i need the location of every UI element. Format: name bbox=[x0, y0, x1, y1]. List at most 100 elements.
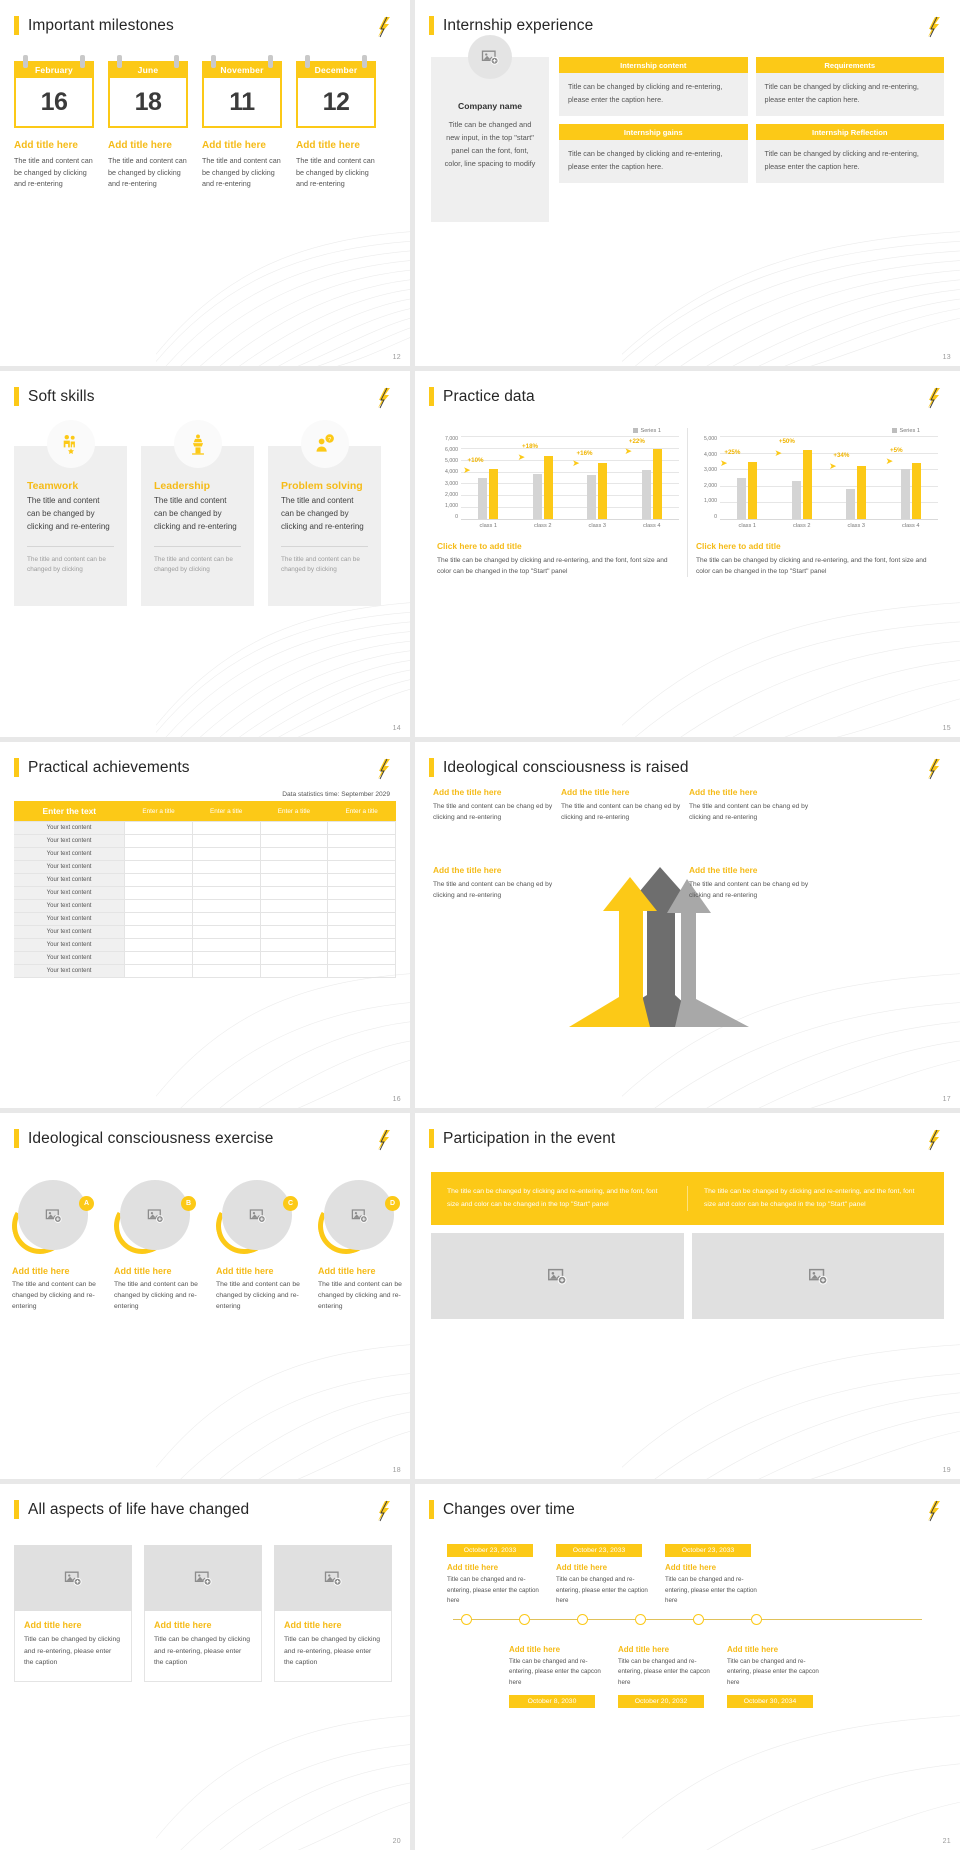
table-cell[interactable] bbox=[327, 938, 396, 952]
chart-right[interactable]: Series 1 5,000 4,000 3,000 2,000 1,000 0 bbox=[687, 428, 946, 578]
table-cell[interactable] bbox=[259, 899, 329, 913]
table-row[interactable]: Your text content bbox=[14, 834, 396, 848]
table-cell[interactable] bbox=[191, 951, 261, 965]
table-row[interactable]: Your text content bbox=[14, 964, 396, 978]
image-placeholder-icon[interactable] bbox=[324, 1180, 394, 1250]
consciousness-cell[interactable]: Add the title here The title and content… bbox=[433, 787, 563, 823]
milestone-item[interactable]: December 12 Add title here The title and… bbox=[296, 55, 376, 190]
life-item[interactable]: Add title here Title can be changed by c… bbox=[274, 1545, 392, 1683]
consciousness-cell[interactable]: Add the title here The title and content… bbox=[433, 865, 563, 901]
table-row[interactable]: Your text content bbox=[14, 860, 396, 874]
consciousness-cell[interactable]: Add the title here The title and content… bbox=[561, 787, 691, 823]
table-cell[interactable] bbox=[259, 860, 329, 874]
timeline-item[interactable]: October 23, 2033 Add title here Title ca… bbox=[665, 1539, 760, 1607]
milestone-item[interactable]: February 16 Add title here The title and… bbox=[14, 55, 94, 190]
circle-item[interactable]: B Add title here The title and content c… bbox=[107, 1180, 202, 1313]
image-placeholder-icon[interactable] bbox=[431, 1233, 684, 1320]
timeline-node[interactable] bbox=[693, 1613, 704, 1625]
achievements-table[interactable]: Enter the text Enter a title Enter a tit… bbox=[14, 801, 396, 978]
image-placeholder-icon[interactable] bbox=[18, 1180, 88, 1250]
circle-item[interactable]: A Add title here The title and content c… bbox=[5, 1180, 100, 1313]
table-row[interactable]: Your text content bbox=[14, 899, 396, 913]
consciousness-cell[interactable]: Add the title here The title and content… bbox=[689, 865, 819, 901]
table-cell[interactable] bbox=[191, 821, 261, 835]
table-cell[interactable] bbox=[191, 860, 261, 874]
image-placeholder-icon[interactable] bbox=[691, 1233, 944, 1320]
table-cell[interactable] bbox=[259, 964, 329, 978]
table-cell[interactable] bbox=[327, 821, 396, 835]
internship-card[interactable]: Internship gains Title can be changed by… bbox=[559, 124, 748, 184]
table-cell[interactable] bbox=[124, 964, 193, 978]
circle-item[interactable]: D Add title here The title and content c… bbox=[311, 1180, 406, 1313]
image-placeholder-icon[interactable] bbox=[222, 1180, 292, 1250]
timeline-node[interactable] bbox=[751, 1613, 762, 1625]
table-cell[interactable] bbox=[124, 821, 193, 835]
slide-soft-skills[interactable]: Soft skills Teamwork The title and conte… bbox=[0, 371, 410, 737]
table-cell[interactable] bbox=[259, 938, 329, 952]
table-cell[interactable] bbox=[191, 834, 261, 848]
chart-left[interactable]: Series 1 7,000 6,000 5,000 4,000 3,000 2… bbox=[429, 428, 687, 577]
table-cell[interactable] bbox=[327, 847, 396, 861]
image-placeholder-icon[interactable] bbox=[14, 1545, 132, 1611]
table-row[interactable]: Your text content bbox=[14, 912, 396, 926]
table-cell[interactable] bbox=[259, 847, 329, 861]
table-row[interactable]: Your text content bbox=[14, 821, 396, 835]
table-cell[interactable] bbox=[259, 873, 329, 887]
slide-all-aspects-of-life[interactable]: All aspects of life have changed Add tit… bbox=[0, 1484, 410, 1850]
slide-important-milestones[interactable]: Important milestones February 16 Add tit… bbox=[0, 0, 410, 366]
table-row[interactable]: Your text content bbox=[14, 938, 396, 952]
slide-participation-in-the-event[interactable]: Participation in the event The title can… bbox=[415, 1113, 960, 1479]
slide-practical-achievements[interactable]: Practical achievements Data statistics t… bbox=[0, 742, 410, 1108]
skill-card[interactable]: Leadership The title and content can be … bbox=[141, 420, 254, 606]
table-cell[interactable] bbox=[327, 886, 396, 900]
table-cell[interactable] bbox=[191, 899, 261, 913]
event-banner[interactable]: The title can be changed by clicking and… bbox=[431, 1172, 944, 1226]
internship-card[interactable]: Internship content Title can be changed … bbox=[559, 57, 748, 117]
image-placeholder-icon[interactable] bbox=[144, 1545, 262, 1611]
image-placeholder-icon[interactable] bbox=[120, 1180, 190, 1250]
timeline-node[interactable] bbox=[635, 1613, 646, 1625]
image-placeholder-icon[interactable] bbox=[274, 1545, 392, 1611]
table-cell[interactable] bbox=[259, 834, 329, 848]
timeline-item[interactable]: Add title here Title can be changed and … bbox=[727, 1639, 822, 1709]
table-cell[interactable] bbox=[124, 834, 193, 848]
timeline-item[interactable]: Add title here Title can be changed and … bbox=[618, 1639, 713, 1709]
milestone-item[interactable]: June 18 Add title here The title and con… bbox=[108, 55, 188, 190]
table-cell[interactable] bbox=[191, 873, 261, 887]
timeline-item[interactable]: October 23, 2033 Add title here Title ca… bbox=[447, 1539, 542, 1607]
circle-item[interactable]: C Add title here The title and content c… bbox=[209, 1180, 304, 1313]
consciousness-cell[interactable]: Add the title here The title and content… bbox=[689, 787, 819, 823]
table-cell[interactable] bbox=[124, 873, 193, 887]
table-cell[interactable] bbox=[327, 964, 396, 978]
table-cell[interactable] bbox=[327, 925, 396, 939]
table-cell[interactable] bbox=[191, 886, 261, 900]
table-row[interactable]: Your text content bbox=[14, 847, 396, 861]
table-cell[interactable] bbox=[124, 847, 193, 861]
table-cell[interactable] bbox=[191, 925, 261, 939]
image-placeholder-icon[interactable] bbox=[468, 35, 512, 79]
timeline-node[interactable] bbox=[461, 1613, 472, 1625]
table-cell[interactable] bbox=[191, 964, 261, 978]
table-cell[interactable] bbox=[124, 925, 193, 939]
timeline-item[interactable]: Add title here Title can be changed and … bbox=[509, 1639, 604, 1709]
slide-ideological-consciousness-exercise[interactable]: Ideological consciousness exercise bbox=[0, 1113, 410, 1479]
timeline-node[interactable] bbox=[519, 1613, 530, 1625]
internship-card[interactable]: Requirements Title can be changed by cli… bbox=[755, 57, 944, 117]
timeline-item[interactable]: October 23, 2033 Add title here Title ca… bbox=[556, 1539, 651, 1607]
table-row[interactable]: Your text content bbox=[14, 886, 396, 900]
table-cell[interactable] bbox=[124, 886, 193, 900]
table-cell[interactable] bbox=[124, 938, 193, 952]
table-cell[interactable] bbox=[259, 821, 329, 835]
slide-changes-over-time[interactable]: Changes over time October 23, 2033 Add t… bbox=[415, 1484, 960, 1850]
table-cell[interactable] bbox=[124, 951, 193, 965]
company-card[interactable]: Company name Title can be changed and ne… bbox=[431, 35, 549, 222]
slide-ideological-consciousness-raised[interactable]: Ideological consciousness is raised Add … bbox=[415, 742, 960, 1108]
table-cell[interactable] bbox=[124, 860, 193, 874]
internship-card[interactable]: Internship Reflection Title can be chang… bbox=[755, 124, 944, 184]
table-cell[interactable] bbox=[124, 899, 193, 913]
skill-card[interactable]: Teamwork The title and content can be ch… bbox=[14, 420, 127, 606]
table-cell[interactable] bbox=[259, 951, 329, 965]
table-cell[interactable] bbox=[259, 886, 329, 900]
milestone-item[interactable]: November 11 Add title here The title and… bbox=[202, 55, 282, 190]
table-cell[interactable] bbox=[259, 925, 329, 939]
